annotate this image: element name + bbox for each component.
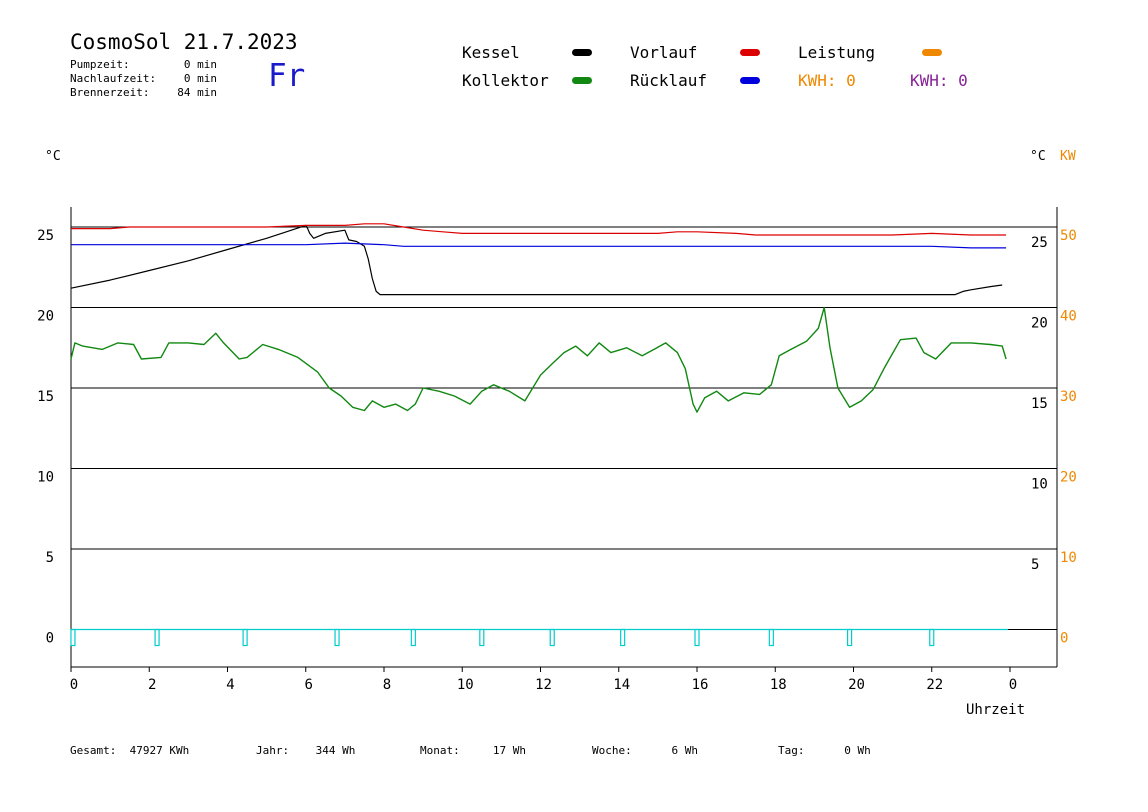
legend-vorlauf-swatch: [740, 49, 760, 56]
stat-value: 0 min: [183, 72, 217, 85]
y-tick-label-left: 15: [37, 389, 54, 405]
y-tick-label-left: 25: [37, 228, 54, 244]
series-line-kollektor: [70, 306, 1007, 413]
y-tick-label-power: 20: [1060, 470, 1077, 486]
leistung-pulse: [70, 628, 76, 647]
leistung-pulse: [410, 628, 416, 647]
right-axis-temp-unit: °C: [1030, 149, 1046, 164]
y-tick-label-right: 25: [1031, 235, 1048, 251]
series-line-vorlauf: [71, 223, 1007, 236]
series-line-kessel: [70, 224, 1003, 296]
y-tick-label-power: 0: [1060, 631, 1068, 647]
y-tick-label-right: 20: [1031, 316, 1048, 332]
leistung-pulse: [694, 628, 700, 647]
series-line-rücklauf: [71, 242, 1007, 249]
legend-kollektor-swatch: [572, 77, 592, 84]
x-tick-label: 16: [692, 677, 709, 693]
legend-leistung-label: Leistung: [798, 43, 876, 62]
x-tick-label: 0: [70, 677, 78, 693]
y-tick-label-power: 30: [1060, 389, 1077, 405]
leistung-pulse: [768, 628, 774, 647]
footer-woche: Woche: 6 Wh: [592, 744, 698, 757]
stat-nachlaufzeit: Nachlaufzeit: 0 min: [70, 72, 217, 85]
x-tick-label: 6: [305, 677, 313, 693]
x-tick-label: 18: [770, 677, 787, 693]
stat-pumpzeit: Pumpzeit: 0 min: [70, 58, 217, 71]
stat-label: Pumpzeit:: [70, 58, 130, 71]
leistung-pulse: [242, 628, 248, 647]
x-tick-label: 4: [226, 677, 234, 693]
y-tick-label-right: 15: [1031, 396, 1048, 412]
legend-kwh-orange: KWH: 0: [798, 71, 856, 90]
legend-kollektor-label: Kollektor: [462, 71, 549, 90]
stat-label: Nachlaufzeit:: [70, 72, 157, 85]
x-tick-label: 20: [848, 677, 865, 693]
x-tick-label: 10: [457, 677, 474, 693]
footer-gesamt: Gesamt: 47927 KWh: [70, 744, 190, 757]
legend-kessel-label: Kessel: [462, 43, 520, 62]
x-tick-label: 8: [383, 677, 391, 693]
y-tick-label-right: 10: [1031, 477, 1048, 493]
leistung-pulse: [479, 628, 485, 647]
x-tick-label: 0: [1009, 677, 1017, 693]
legend-ruecklauf-label: Rücklauf: [630, 71, 708, 90]
footer-monat: Monat: 17 Wh: [420, 744, 526, 757]
y-tick-label-left: 10: [37, 470, 54, 486]
weekday-label: Fr: [268, 58, 306, 94]
footer-jahr: Jahr: 344 Wh: [256, 744, 356, 757]
left-axis-unit: °C: [45, 149, 61, 164]
y-tick-label-left: 20: [37, 309, 54, 325]
y-tick-label-right: 5: [1031, 557, 1039, 573]
leistung-pulse: [846, 628, 853, 647]
right-axis-power-unit: KW: [1060, 149, 1076, 164]
stat-value: 84 min: [177, 86, 217, 99]
leistung-pulse: [549, 628, 555, 647]
stat-brennerzeit: Brennerzeit: 84 min: [70, 86, 217, 99]
leistung-pulse: [154, 628, 160, 647]
leistung-pulse: [620, 628, 626, 647]
legend-kessel-swatch: [572, 49, 592, 56]
x-tick-label: 22: [926, 677, 943, 693]
leistung-pulse: [334, 628, 340, 647]
footer-tag: Tag: 0 Wh: [778, 744, 871, 757]
legend-leistung-swatch: [922, 49, 942, 56]
legend-ruecklauf-swatch: [740, 77, 760, 84]
leistung-pulse: [929, 628, 935, 647]
chart-title: CosmoSol 21.7.2023: [70, 30, 298, 54]
x-axis-label: Uhrzeit: [966, 702, 1026, 718]
stat-label: Brennerzeit:: [70, 86, 150, 99]
x-tick-label: 14: [613, 677, 630, 693]
legend-vorlauf-label: Vorlauf: [630, 43, 698, 62]
y-tick-label-power: 10: [1060, 550, 1077, 566]
y-tick-label-left: 5: [46, 550, 54, 566]
y-tick-label-power: 50: [1060, 228, 1077, 244]
x-tick-label: 2: [148, 677, 156, 693]
y-tick-label-left: 0: [46, 631, 54, 647]
legend-kwh-purple: KWH: 0: [910, 71, 968, 90]
stat-value: 0 min: [183, 58, 217, 71]
y-tick-label-power: 40: [1060, 309, 1077, 325]
x-tick-label: 12: [535, 677, 552, 693]
